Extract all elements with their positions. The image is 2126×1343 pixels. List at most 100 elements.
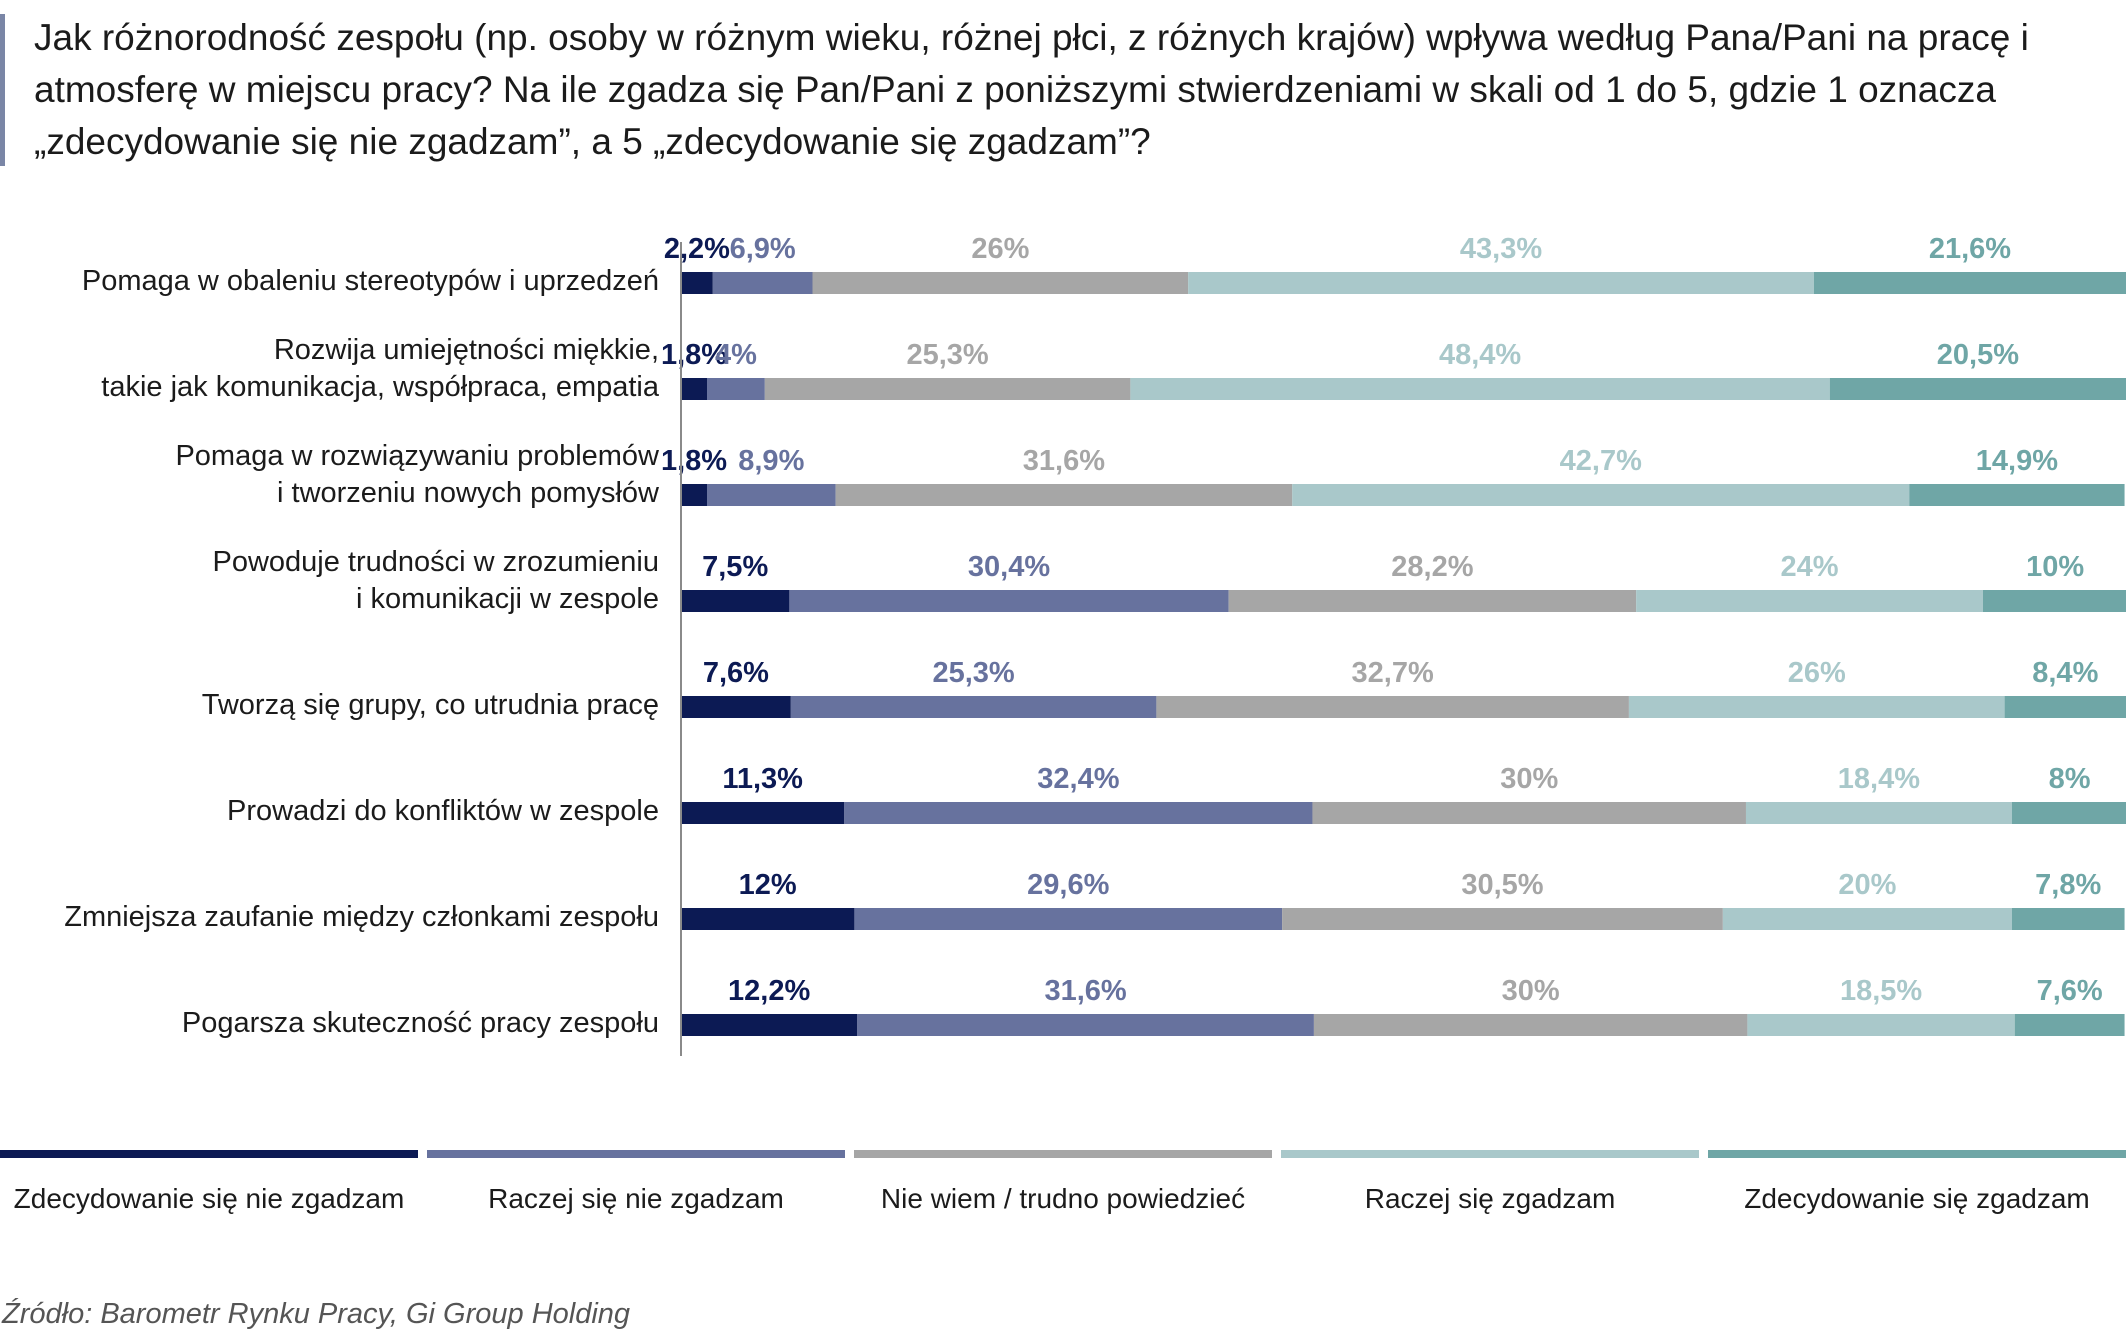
data-label-agree: 42,7% <box>1560 445 1642 477</box>
bar-segment-strongly-disagree <box>681 908 855 930</box>
data-label-agree: 20% <box>1838 869 1896 901</box>
data-label-disagree: 31,6% <box>1044 975 1126 1007</box>
bar-segment-agree <box>1722 908 2012 930</box>
category-label: Zmniejsza zaufanie między członkami zesp… <box>64 901 659 933</box>
bar-segment-strongly-agree <box>2004 696 2126 718</box>
bar-segment-strongly-disagree <box>681 590 790 612</box>
bar-segment-disagree <box>857 1014 1314 1036</box>
data-label-disagree: 4% <box>715 339 757 371</box>
bar-segment-strongly-disagree <box>681 1014 858 1036</box>
category-label-line: Powoduje trudności w zrozumieniu <box>213 546 660 578</box>
legend-swatch-strongly-disagree <box>0 1150 418 1158</box>
category-label-line: Pogarsza skuteczność pracy zespołu <box>182 1007 659 1039</box>
bar-segment-agree <box>1747 1014 2015 1036</box>
bar-segment-disagree <box>789 590 1229 612</box>
source-note: Źródło: Barometr Rynku Pracy, Gi Group H… <box>2 1298 631 1330</box>
category-label: Tworzą się grupy, co utrudnia pracę <box>202 689 659 721</box>
bar-segment-agree <box>1745 802 2012 824</box>
chart-title: Jak różnorodność zespołu (np. osoby w ró… <box>34 17 2029 162</box>
data-label-strongly-agree: 21,6% <box>1929 233 2011 265</box>
data-label-strongly-disagree: 1,8% <box>661 445 727 477</box>
data-label-neutral: 32,7% <box>1352 657 1434 689</box>
data-label-disagree: 6,9% <box>730 233 796 265</box>
legend-label-strongly-disagree: Zdecydowanie się nie zgadzam <box>13 1183 405 1214</box>
category-label: Pomaga w rozwiązywaniu problemów i tworze… <box>175 440 660 509</box>
legend-item-disagree: Raczej się nie zgadzam <box>427 1150 845 1218</box>
bar-segment-disagree <box>707 484 836 506</box>
stacked-bar-chart: Pomaga w obaleniu stereotypów i uprzedze… <box>64 233 2126 1056</box>
legend-swatch-strongly-agree <box>1708 1150 2126 1158</box>
category-label-line: Rozwija umiejętności miękkie, <box>274 334 659 366</box>
data-label-strongly-disagree: 1,8% <box>661 339 727 371</box>
bar-segment-strongly-agree <box>2011 908 2125 930</box>
data-label-agree: 24% <box>1781 551 1839 583</box>
bar-segment-neutral <box>1228 590 1637 612</box>
data-label-neutral: 28,2% <box>1391 551 1473 583</box>
title-accent-bar <box>0 14 5 166</box>
legend-swatch-neutral <box>854 1150 1272 1158</box>
category-label-line: Pomaga w obaleniu stereotypów i uprzedze… <box>82 265 659 297</box>
category-label: Pogarsza skuteczność pracy zespołu <box>182 1007 659 1039</box>
data-label-agree: 18,4% <box>1838 763 1920 795</box>
legend-swatch-agree <box>1281 1150 1699 1158</box>
bar-segment-strongly-agree <box>2011 802 2126 824</box>
bar-segment-strongly-agree <box>2014 1014 2125 1036</box>
data-label-agree: 18,5% <box>1840 975 1922 1007</box>
bar-segment-agree <box>1628 696 2005 718</box>
data-label-strongly-disagree: 11,3% <box>722 763 803 795</box>
legend-item-neutral: Nie wiem / trudno powiedzieć <box>854 1150 1272 1218</box>
category-label: Powoduje trudności w zrozumieniu i komuni… <box>213 546 660 615</box>
data-label-strongly-agree: 8,4% <box>2032 657 2098 689</box>
data-label-neutral: 30,5% <box>1461 869 1543 901</box>
data-label-agree: 48,4% <box>1439 339 1521 371</box>
bar-segment-strongly-agree <box>1829 378 2126 400</box>
category-label-line: i tworzeniu nowych pomysłów <box>277 477 660 509</box>
bar-segment-strongly-disagree <box>681 802 845 824</box>
bar-segment-strongly-disagree <box>681 272 713 294</box>
data-label-neutral: 25,3% <box>906 339 988 371</box>
bar-segment-disagree <box>712 272 813 294</box>
bar-segment-agree <box>1188 272 1814 294</box>
legend-item-strongly-agree: Zdecydowanie się zgadzam <box>1708 1150 2126 1218</box>
bar-segment-neutral <box>1313 1014 1748 1036</box>
data-label-agree: 26% <box>1788 657 1846 689</box>
data-label-strongly-disagree: 12% <box>739 869 797 901</box>
bar-segment-neutral <box>812 272 1189 294</box>
data-label-neutral: 30% <box>1502 975 1560 1007</box>
data-label-strongly-agree: 7,8% <box>2035 869 2101 901</box>
data-label-disagree: 32,4% <box>1037 763 1119 795</box>
category-label: Rozwija umiejętności miękkie, takie jak k… <box>101 334 660 403</box>
data-label-strongly-agree: 8% <box>2049 763 2091 795</box>
legend-swatch-disagree <box>427 1150 845 1158</box>
bar-segment-neutral <box>1156 696 1629 718</box>
category-label-line: Prowadzi do konfliktów w zespole <box>227 795 659 827</box>
bar-segment-strongly-disagree <box>681 484 708 506</box>
legend-label-neutral: Nie wiem / trudno powiedzieć <box>880 1183 1246 1214</box>
data-label-agree: 43,3% <box>1460 233 1542 265</box>
bar-segment-disagree <box>854 908 1283 930</box>
category-label-line: takie jak komunikacja, współpraca, empat… <box>101 371 660 403</box>
bar-segment-disagree <box>844 802 1313 824</box>
bar-segment-strongly-disagree <box>681 696 791 718</box>
category-label-line: Tworzą się grupy, co utrudnia pracę <box>202 689 659 721</box>
data-label-strongly-agree: 20,5% <box>1937 339 2019 371</box>
legend: Zdecydowanie się nie zgadzam Raczej się … <box>0 1150 2126 1270</box>
data-label-strongly-agree: 14,9% <box>1976 445 2058 477</box>
data-label-disagree: 25,3% <box>932 657 1014 689</box>
data-label-disagree: 30,4% <box>968 551 1050 583</box>
legend-label-disagree: Raczej się nie zgadzam <box>488 1183 784 1214</box>
category-label: Pomaga w obaleniu stereotypów i uprzedze… <box>82 265 659 297</box>
data-label-neutral: 30% <box>1500 763 1558 795</box>
bar-segment-agree <box>1292 484 1910 506</box>
data-label-neutral: 31,6% <box>1023 445 1105 477</box>
legend-label-strongly-agree: Zdecydowanie się zgadzam <box>1744 1183 2090 1214</box>
category-label-line: Pomaga w rozwiązywaniu problemów <box>175 440 660 472</box>
legend-label-agree: Raczej się zgadzam <box>1364 1183 1616 1214</box>
bar-segment-neutral <box>1282 908 1723 930</box>
data-label-disagree: 29,6% <box>1027 869 1109 901</box>
data-label-strongly-disagree: 7,5% <box>702 551 768 583</box>
bar-segment-neutral <box>1312 802 1746 824</box>
data-label-disagree: 8,9% <box>738 445 804 477</box>
data-label-strongly-disagree: 7,6% <box>703 657 769 689</box>
data-label-neutral: 26% <box>971 233 1029 265</box>
